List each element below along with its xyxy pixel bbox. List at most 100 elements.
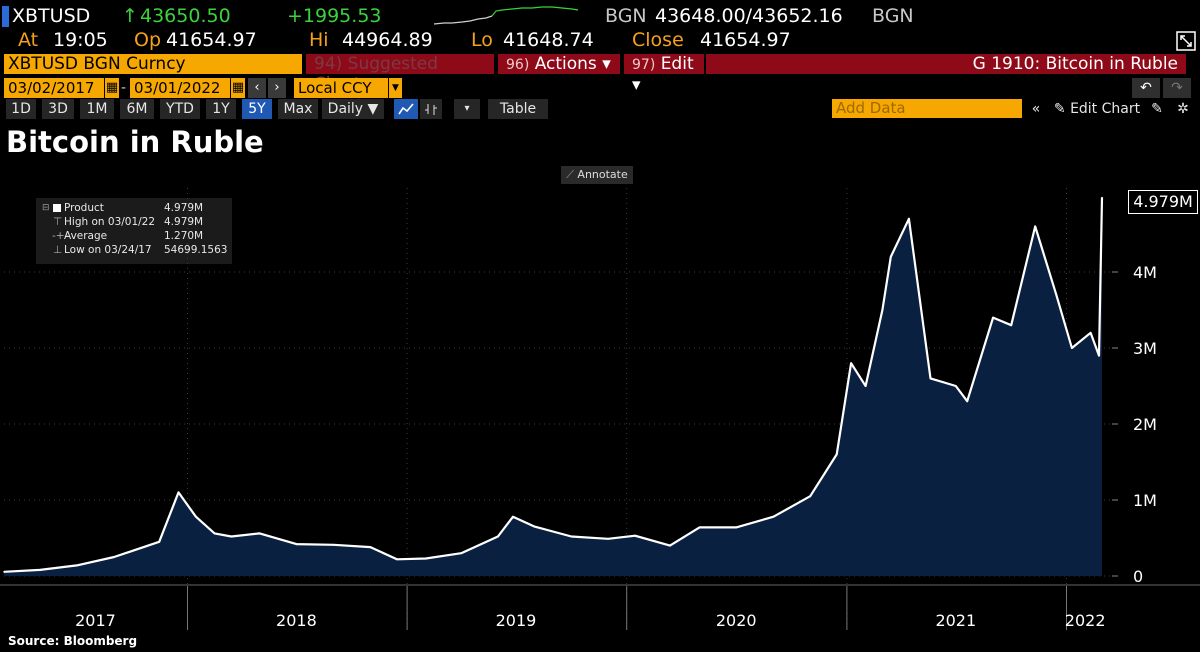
open-value: 41654.97 <box>166 29 257 51</box>
data-point <box>177 491 180 494</box>
period-ytd[interactable]: YTD <box>160 99 200 119</box>
series-line <box>3 197 1104 573</box>
bar-chart-icon[interactable] <box>420 99 442 119</box>
undo-icon[interactable]: ↶ <box>1132 78 1160 98</box>
sparkline-green <box>491 6 579 17</box>
legend-average-label: Average <box>64 230 108 242</box>
function-bar: XBTUSD BGN Curncy 94) Suggested Charts 9… <box>0 53 1200 95</box>
data-point <box>1071 347 1073 349</box>
end-calendar-icon[interactable]: ▦ <box>231 78 245 98</box>
data-point <box>570 535 573 538</box>
high-value: 44964.89 <box>342 29 433 51</box>
start-date-field[interactable]: 03/02/2017 <box>4 78 104 98</box>
data-point <box>809 495 811 498</box>
y-tick-label: 3M <box>1133 339 1157 358</box>
period-5y[interactable]: 5Y <box>242 99 272 119</box>
product-swatch <box>53 204 61 212</box>
open-label: Op <box>134 29 162 51</box>
x-tick-label: 2021 <box>935 611 976 630</box>
at-value: 19:05 <box>53 29 108 51</box>
date-separator: - <box>121 80 127 96</box>
y-tick-label: 4M <box>1133 263 1157 282</box>
annotate-label: Annotate <box>577 168 628 181</box>
data-point <box>76 564 78 567</box>
period-1d[interactable]: 1D <box>6 99 36 119</box>
data-point <box>396 558 398 561</box>
close-label: Close <box>632 29 684 51</box>
legend-high-label: High on 03/01/22 <box>64 216 156 228</box>
data-point <box>230 535 233 538</box>
data-point <box>369 546 372 548</box>
date-range-row: 03/02/2017 ▦ - 03/01/2022 ▦ ‹ › Local CC… <box>0 78 1200 98</box>
table-button[interactable]: Table <box>488 99 548 119</box>
data-point <box>460 552 463 554</box>
x-tick-label: 2020 <box>716 611 757 630</box>
data-point <box>195 515 197 518</box>
period-1m[interactable]: 1M <box>80 99 114 119</box>
data-point <box>955 385 957 387</box>
security-field[interactable]: XBTUSD BGN Curncy <box>4 54 302 74</box>
data-point <box>881 309 884 311</box>
high-marker-icon: ⊤ <box>53 216 63 228</box>
data-point <box>213 532 216 535</box>
redo-icon[interactable]: ↷ <box>1163 78 1191 98</box>
period-3d[interactable]: 3D <box>42 99 74 119</box>
ticker-symbol[interactable]: XBTUSD <box>12 5 91 27</box>
pin-icon[interactable]: ✎ <box>1151 101 1163 117</box>
prev-period-icon[interactable]: ‹ <box>248 78 266 98</box>
suggested-charts-num: 94) <box>314 54 343 74</box>
period-6m[interactable]: 6M <box>120 99 154 119</box>
price-change: +1995.53 <box>287 5 382 27</box>
last-price: 43650.50 <box>140 5 231 27</box>
suggested-charts-button[interactable]: 94) Suggested Charts <box>306 54 494 94</box>
data-point <box>669 544 671 547</box>
source-note: Source: Bloomberg <box>8 634 138 648</box>
add-data-field[interactable]: Add Data <box>832 99 1022 118</box>
edit-chart-label: Edit Chart <box>1070 101 1141 117</box>
data-point <box>992 316 994 319</box>
legend-low-label: Low on 03/24/17 <box>64 244 152 256</box>
x-tick-label: 2019 <box>496 611 537 630</box>
data-point <box>607 538 609 540</box>
currency-dropdown-icon[interactable]: ▼ <box>389 78 402 98</box>
start-calendar-icon[interactable]: ▦ <box>105 78 119 98</box>
data-point <box>1101 196 1103 199</box>
data-point <box>425 557 427 560</box>
data-point <box>966 400 968 402</box>
chart-type-dropdown-icon[interactable]: ▾ <box>454 99 480 119</box>
frequency-select[interactable]: Daily ▼ <box>322 99 384 119</box>
line-chart-icon[interactable] <box>394 99 418 119</box>
source-left: BGN <box>605 5 647 27</box>
intraday-sparkline <box>433 6 579 25</box>
edit-menu-button[interactable]: 97) Edit ▾ <box>624 54 704 95</box>
close-value: 41654.97 <box>700 29 791 51</box>
expand-icon[interactable] <box>1176 31 1196 51</box>
data-point <box>864 385 867 387</box>
data-point <box>698 526 701 529</box>
currency-select[interactable]: Local CCY <box>294 78 388 98</box>
source-right: BGN <box>872 5 914 27</box>
collapse-icon[interactable]: « <box>1031 101 1041 117</box>
low-marker-icon: ⊥ <box>53 244 63 256</box>
actions-button[interactable]: 96) Actions ▾ <box>498 54 620 74</box>
settings-gear-icon[interactable]: ✲ <box>1177 101 1189 117</box>
x-tick-label: 2022 <box>1065 611 1106 630</box>
x-tick-label: 2018 <box>276 611 317 630</box>
annotate-button[interactable]: ⟋ Annotate <box>561 166 633 184</box>
last-price-arrow-icon: ↑ <box>122 5 138 27</box>
next-period-icon[interactable]: › <box>268 78 286 98</box>
x-tick-label: 2017 <box>75 611 116 630</box>
data-point <box>835 453 838 456</box>
period-1y[interactable]: 1Y <box>206 99 236 119</box>
edit-num: 97) <box>632 57 656 73</box>
data-point <box>1089 332 1092 334</box>
low-value: 41648.74 <box>503 29 594 51</box>
period-max[interactable]: Max <box>278 99 318 119</box>
data-point <box>735 526 737 529</box>
end-date-field[interactable]: 03/01/2022 <box>130 78 230 98</box>
edit-chart-button[interactable]: ✎ Edit Chart <box>1050 99 1144 119</box>
edit-label: Edit ▾ <box>632 54 694 95</box>
price-chart[interactable]: 0 1M 2M 3M 4M 2017 2018 2019 2020 2021 2022 <box>0 180 1200 634</box>
legend-collapse-icon[interactable]: ⊟ <box>42 203 50 213</box>
chart-function-title: G 1910: Bitcoin in Ruble <box>706 54 1186 74</box>
